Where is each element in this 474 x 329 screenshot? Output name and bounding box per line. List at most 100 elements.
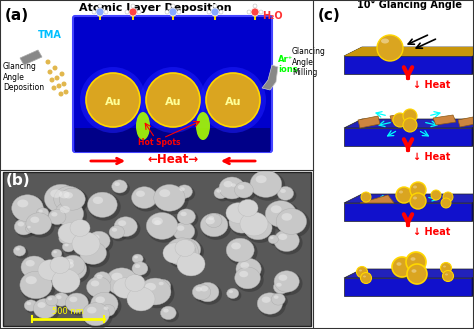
Circle shape [443, 192, 453, 202]
Ellipse shape [83, 304, 113, 329]
Ellipse shape [177, 209, 195, 224]
Ellipse shape [139, 278, 171, 305]
Ellipse shape [166, 239, 202, 269]
Ellipse shape [21, 256, 47, 278]
Polygon shape [358, 116, 380, 128]
Ellipse shape [181, 212, 187, 216]
Ellipse shape [157, 281, 173, 294]
Text: 500 nm: 500 nm [52, 307, 84, 316]
Ellipse shape [50, 190, 62, 198]
Ellipse shape [276, 283, 282, 287]
Circle shape [410, 182, 426, 198]
Polygon shape [472, 119, 474, 146]
Polygon shape [344, 203, 472, 221]
Ellipse shape [413, 196, 417, 199]
Ellipse shape [17, 199, 28, 207]
Ellipse shape [49, 211, 69, 227]
Ellipse shape [271, 293, 285, 305]
Ellipse shape [244, 215, 272, 240]
Ellipse shape [37, 302, 46, 308]
Ellipse shape [15, 247, 28, 259]
Ellipse shape [359, 269, 362, 271]
Circle shape [393, 113, 407, 127]
Ellipse shape [175, 240, 195, 257]
Ellipse shape [399, 190, 403, 193]
Circle shape [86, 73, 140, 127]
Ellipse shape [163, 243, 187, 263]
Circle shape [200, 67, 266, 133]
Circle shape [403, 109, 417, 123]
Ellipse shape [38, 210, 43, 213]
Bar [3, 172, 311, 326]
Circle shape [443, 270, 454, 282]
Circle shape [58, 91, 64, 96]
Ellipse shape [87, 278, 114, 300]
Polygon shape [458, 117, 474, 127]
Ellipse shape [250, 170, 282, 197]
Text: Deposit Sb & Au at
10° Glancing Angle: Deposit Sb & Au at 10° Glancing Angle [357, 0, 463, 10]
Ellipse shape [445, 273, 448, 275]
Ellipse shape [177, 252, 205, 276]
Ellipse shape [173, 222, 195, 240]
Ellipse shape [102, 306, 118, 319]
Ellipse shape [26, 213, 52, 235]
Ellipse shape [273, 295, 279, 299]
Ellipse shape [125, 274, 145, 291]
Ellipse shape [12, 195, 47, 225]
Ellipse shape [50, 257, 70, 273]
Ellipse shape [84, 246, 94, 252]
Polygon shape [344, 56, 472, 74]
Ellipse shape [363, 275, 366, 277]
Ellipse shape [84, 251, 90, 255]
Ellipse shape [93, 272, 111, 287]
Ellipse shape [64, 243, 69, 246]
Ellipse shape [54, 186, 84, 212]
Ellipse shape [209, 216, 214, 220]
Circle shape [52, 86, 56, 90]
Circle shape [177, 10, 181, 14]
Ellipse shape [154, 185, 189, 215]
Ellipse shape [171, 241, 196, 263]
Ellipse shape [226, 203, 250, 223]
Ellipse shape [82, 303, 109, 326]
Ellipse shape [177, 185, 192, 198]
Ellipse shape [271, 205, 282, 213]
Ellipse shape [193, 286, 214, 303]
Text: Au: Au [105, 97, 121, 107]
Polygon shape [472, 269, 474, 296]
Ellipse shape [161, 306, 176, 319]
Circle shape [251, 8, 259, 16]
Ellipse shape [152, 217, 163, 225]
Ellipse shape [134, 256, 146, 266]
Ellipse shape [97, 274, 103, 279]
Text: Hot Spots: Hot Spots [138, 138, 180, 147]
Ellipse shape [162, 308, 179, 322]
Ellipse shape [14, 219, 33, 235]
Ellipse shape [61, 259, 90, 283]
Ellipse shape [113, 181, 130, 196]
Circle shape [49, 78, 55, 83]
Text: TMA: TMA [38, 30, 62, 40]
Ellipse shape [277, 209, 310, 238]
Ellipse shape [145, 283, 156, 291]
Ellipse shape [136, 112, 150, 140]
Ellipse shape [274, 230, 299, 251]
Ellipse shape [65, 293, 88, 313]
Ellipse shape [175, 240, 204, 264]
Text: Glancing
Angle
Milling: Glancing Angle Milling [292, 47, 326, 77]
Circle shape [441, 198, 451, 208]
Ellipse shape [174, 223, 198, 243]
Ellipse shape [273, 280, 289, 294]
Ellipse shape [60, 206, 70, 213]
Circle shape [104, 10, 108, 14]
Ellipse shape [22, 257, 50, 281]
Ellipse shape [94, 273, 114, 290]
Ellipse shape [16, 247, 20, 251]
Ellipse shape [413, 186, 417, 189]
Ellipse shape [30, 216, 39, 223]
Ellipse shape [239, 271, 248, 277]
Polygon shape [344, 47, 474, 56]
Ellipse shape [112, 228, 117, 232]
Ellipse shape [112, 180, 127, 193]
Ellipse shape [106, 268, 141, 298]
